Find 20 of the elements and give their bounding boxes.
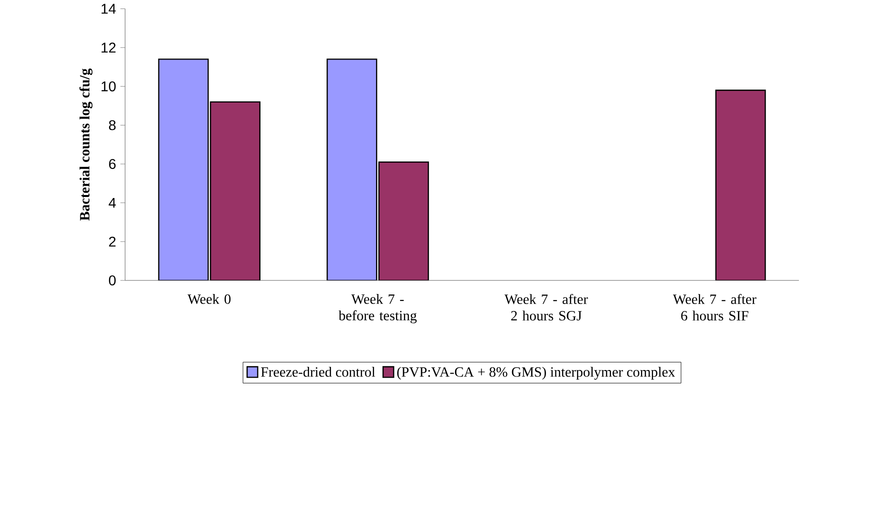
y-tick-label: 14 — [102, 4, 116, 14]
bar — [715, 90, 766, 280]
x-tick-label: Week 7 - before testing — [338, 294, 417, 324]
bar — [210, 101, 260, 280]
x-tick-label: Week 0 — [188, 294, 231, 304]
y-tick-label: 2 — [109, 236, 116, 247]
y-tick-label: 10 — [102, 81, 116, 92]
legend-label: (PVP:VA-CA + 8% GMS) interpolymer complex — [397, 366, 675, 380]
y-tick-label: 8 — [108, 120, 116, 130]
bar — [158, 58, 209, 280]
y-tick-label: 4 — [108, 198, 116, 208]
y-tick-label: 0 — [108, 275, 116, 286]
y-tick-label: 12 — [102, 42, 116, 52]
x-tick-label: Week 7 - after 6 hours SIF — [672, 294, 756, 321]
y-axis-title: Bacterial counts log cfu/g — [79, 68, 92, 221]
y-tick-label: 6 — [109, 159, 116, 169]
bar — [378, 161, 429, 280]
legend-label: Freeze-dried control — [261, 366, 376, 377]
x-tick-label: Week 7 - after 2 hours SGJ — [504, 294, 588, 321]
bar — [326, 58, 378, 280]
